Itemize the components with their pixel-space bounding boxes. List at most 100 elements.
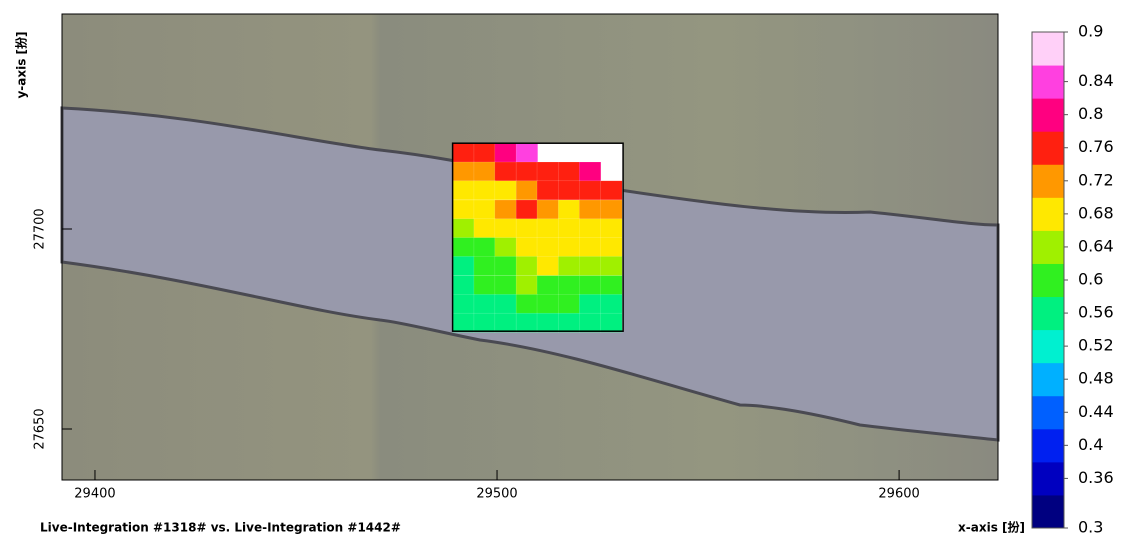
y-tick-label: 27700 [33, 208, 48, 249]
heat-cell [516, 276, 538, 295]
heat-cell [495, 256, 517, 275]
heat-cell [601, 200, 623, 219]
page: {"chart_data":{"type":"heatmap", "xlabel… [0, 0, 1121, 538]
heat-cell [516, 238, 538, 257]
heat-cell [601, 276, 623, 295]
heat-cell [601, 181, 623, 200]
heat-cell [516, 181, 538, 200]
heat-cell [579, 219, 601, 238]
heat-cell [495, 162, 517, 181]
colorbar-band [1032, 197, 1064, 231]
heat-cell [453, 162, 475, 181]
colorbar-band [1032, 131, 1064, 165]
colorbar-band [1032, 396, 1064, 430]
heat-cell [453, 256, 475, 275]
heat-cell [474, 276, 496, 295]
heat-cell [453, 219, 475, 238]
heat-cell [537, 238, 559, 257]
y-axis-label: y-axis [扮] [14, 31, 29, 98]
heat-cell [453, 294, 475, 313]
heat-cell [601, 294, 623, 313]
x-tick-label: 29500 [476, 487, 517, 502]
heat-cell [579, 200, 601, 219]
heat-cell [474, 219, 496, 238]
heat-cell [516, 219, 538, 238]
colorbar-tick-label: 0.72 [1078, 170, 1114, 189]
colorbar-band [1032, 330, 1064, 364]
colorbar-tick-label: 0.9 [1078, 22, 1103, 41]
colorbar-tick-label: 0.44 [1078, 402, 1114, 421]
heat-cell [495, 238, 517, 257]
colorbar-band [1032, 297, 1064, 331]
heat-cell [516, 294, 538, 313]
colorbar-tick-label: 0.8 [1078, 104, 1103, 123]
heat-cell [558, 294, 580, 313]
colorbar-tick-label: 0.68 [1078, 203, 1114, 222]
heat-cell [601, 238, 623, 257]
chart: x-axis [扮] Live-Integration #1318# vs. L… [0, 0, 1121, 538]
x-tick-label: 29400 [74, 487, 115, 502]
colorbar-tick-label: 0.52 [1078, 336, 1114, 355]
heat-cell [474, 162, 496, 181]
heat-cell [537, 181, 559, 200]
heat-cell [495, 294, 517, 313]
heat-cell [579, 256, 601, 275]
heat-cell [495, 181, 517, 200]
heat-cell [601, 256, 623, 275]
colorbar-tick-label: 0.76 [1078, 137, 1114, 156]
heat-cell [474, 313, 496, 332]
heat-cell [537, 313, 559, 332]
y-tick-label: 27650 [33, 408, 48, 449]
colorbar-band [1032, 462, 1064, 496]
heat-cell [453, 276, 475, 295]
colorbar-band [1032, 429, 1064, 463]
heat-cell [516, 256, 538, 275]
heat-cell [495, 276, 517, 295]
heat-cell [495, 143, 517, 162]
colorbar-tick-label: 0.84 [1078, 71, 1114, 90]
colorbar-tick-label: 0.36 [1078, 468, 1114, 487]
heat-cell [601, 313, 623, 332]
x-tick-label: 29600 [878, 487, 919, 502]
heat-cell [579, 162, 601, 181]
heat-cell [516, 143, 538, 162]
heat-cell [601, 219, 623, 238]
heat-cell [579, 294, 601, 313]
colorbar-tick-label: 0.48 [1078, 369, 1114, 388]
x-axis-label: x-axis [扮] [958, 520, 1025, 535]
heat-cell [495, 219, 517, 238]
colorbar-band [1032, 495, 1064, 529]
heat-cell [537, 200, 559, 219]
heat-cell [474, 256, 496, 275]
heat-cell [516, 200, 538, 219]
colorbar-band [1032, 32, 1064, 66]
heat-cell [516, 162, 538, 181]
heat-cell [558, 162, 580, 181]
heat-cell [579, 276, 601, 295]
heat-cell [474, 200, 496, 219]
heat-cell [558, 219, 580, 238]
heat-cell [537, 294, 559, 313]
colorbar-tick-label: 0.56 [1078, 303, 1114, 322]
colorbar-band [1032, 363, 1064, 397]
heat-cell [558, 276, 580, 295]
colorbar-tick-label: 0.64 [1078, 236, 1114, 255]
heat-cell [453, 238, 475, 257]
heat-cell [453, 313, 475, 332]
heat-cell [558, 313, 580, 332]
heat-cell [516, 313, 538, 332]
heat-cell [579, 181, 601, 200]
colorbar-band [1032, 98, 1064, 132]
heat-cell [558, 181, 580, 200]
heat-cell [495, 200, 517, 219]
colorbar-tick-label: 0.3 [1078, 518, 1103, 537]
heat-cell [474, 181, 496, 200]
heat-cell [495, 313, 517, 332]
heat-cell [558, 200, 580, 219]
heat-cell [579, 238, 601, 257]
colorbar-band [1032, 65, 1064, 99]
heat-cell [453, 143, 475, 162]
footer: Live-Integration #1318# vs. Live-Integra… [40, 521, 401, 535]
heat-cell [474, 294, 496, 313]
colorbar-band [1032, 230, 1064, 264]
